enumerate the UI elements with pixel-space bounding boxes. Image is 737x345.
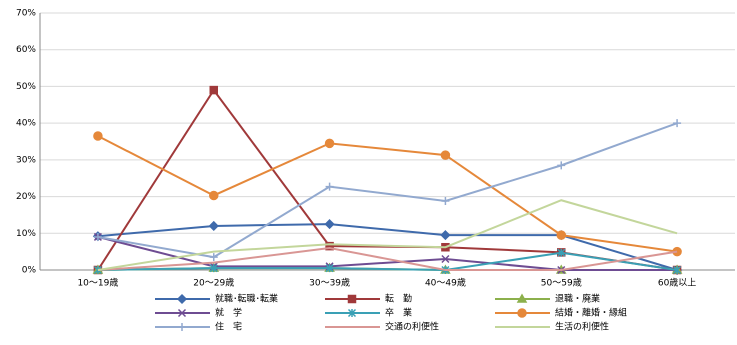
marker (209, 190, 219, 201)
marker (441, 196, 450, 205)
marker (93, 232, 102, 241)
marker (556, 230, 566, 240)
marker (673, 119, 682, 128)
y-tick-label: 10% (16, 229, 36, 239)
marker (209, 264, 218, 273)
series-line (97, 251, 678, 272)
legend-label: 就職･転職･転業 (215, 293, 278, 305)
marker (347, 308, 357, 318)
legend-item: 転 勤 (325, 293, 412, 305)
y-tick-label: 50% (16, 82, 36, 92)
x-tick-label: 60歳以上 (658, 277, 696, 289)
marker (209, 253, 218, 262)
y-tick-label: 40% (16, 119, 36, 129)
marker (325, 264, 334, 273)
marker (176, 293, 188, 305)
x-tick-label: 10～19歳 (77, 277, 118, 289)
y-tick-label: 70% (16, 9, 36, 19)
marker (324, 138, 335, 149)
marker (325, 182, 334, 191)
legend-label: 卒 業 (385, 307, 412, 319)
legend-item: 住 宅 (155, 321, 242, 333)
marker (347, 294, 357, 304)
legend-label: 住 宅 (215, 321, 242, 333)
series-line (97, 223, 678, 271)
legend-label: 転 勤 (385, 293, 412, 305)
legend-item: 就職･転職･転業 (155, 293, 278, 305)
marker (178, 323, 186, 331)
x-tick-label: 40～49歳 (425, 277, 466, 289)
y-tick-label: 20% (16, 192, 36, 202)
series-line (97, 235, 678, 271)
marker (93, 131, 103, 141)
series-line (97, 135, 678, 253)
legend-item: 卒 業 (325, 307, 412, 319)
x-tick-label: 30～39歳 (309, 277, 350, 289)
series-line (97, 246, 678, 271)
legend-item: 交通の利便性 (325, 321, 439, 333)
legend-label: 生活の利便性 (555, 321, 609, 333)
legend-label: 結婚・離婚・縁組 (555, 307, 627, 319)
marker (516, 293, 528, 303)
marker (325, 241, 334, 251)
marker (557, 161, 566, 170)
marker (324, 219, 335, 230)
series-line (97, 122, 678, 259)
series-line (97, 199, 678, 271)
y-tick-label: 30% (16, 155, 36, 165)
x-tick-label: 20～29歳 (193, 277, 234, 289)
legend-item: 生活の利便性 (495, 321, 609, 333)
marker (440, 230, 451, 241)
marker (441, 254, 450, 264)
x-tick-label: 50～59歳 (541, 277, 582, 289)
legend-item: 就 学 (155, 307, 242, 319)
legend-item: 退職・廃業 (495, 293, 600, 305)
marker (517, 308, 527, 318)
legend-label: 交通の利便性 (385, 321, 439, 333)
marker (209, 85, 218, 95)
y-tick-label: 0% (22, 266, 37, 276)
marker (440, 150, 451, 160)
marker (673, 265, 682, 275)
marker (208, 220, 219, 232)
y-tick-label: 60% (16, 45, 36, 55)
legend-label: 就 学 (215, 307, 242, 319)
marker (557, 248, 566, 257)
marker (177, 308, 187, 318)
legend-label: 退職・廃業 (555, 293, 600, 305)
legend-item: 結婚・離婚・縁組 (495, 307, 627, 319)
